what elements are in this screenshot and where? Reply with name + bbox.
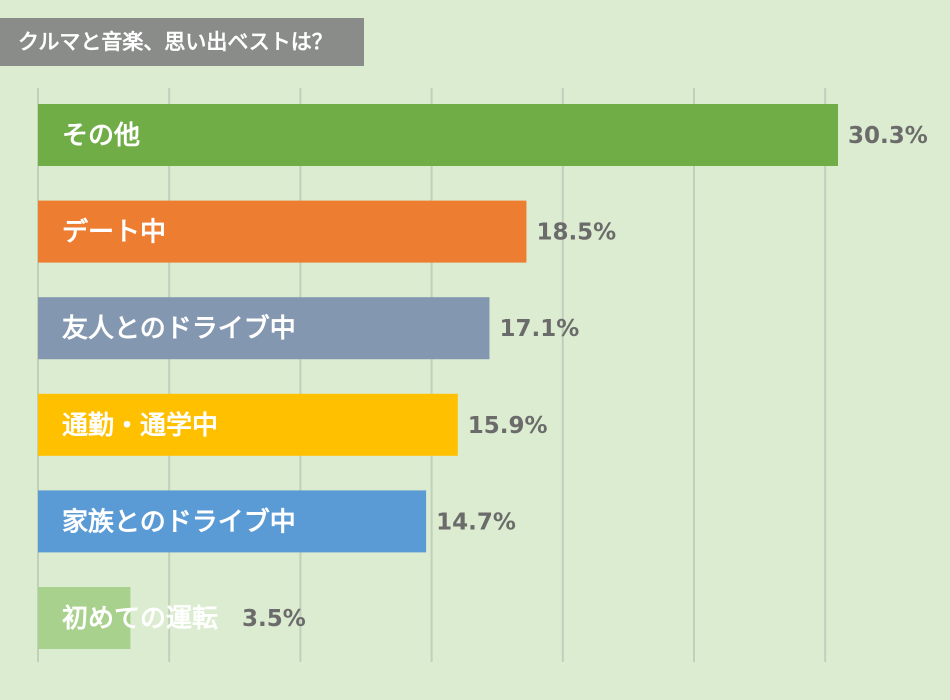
bar-category-label: 家族とのドライブ中 — [62, 506, 296, 537]
bar — [38, 393, 458, 456]
bar — [38, 200, 527, 263]
bar — [38, 104, 838, 166]
chart-title: クルマと音楽、思い出ベストは？ — [0, 18, 364, 66]
bar-category-label: 通勤・通学中 — [62, 410, 218, 441]
bar-value-label: 14.7% — [436, 509, 516, 535]
bar-value-label: 18.5% — [536, 220, 616, 246]
bar — [38, 297, 490, 360]
bar-category-label: 初めての運転 — [62, 604, 218, 634]
bar-value-label: 3.5% — [242, 606, 306, 632]
bar-category-label: その他 — [62, 121, 140, 151]
bar-category-label: 友人とのドライブ中 — [62, 313, 296, 344]
bar — [38, 587, 131, 649]
bar-value-label: 17.1% — [499, 316, 579, 342]
bar-value-label: 30.3% — [848, 123, 928, 149]
bar-category-label: デート中 — [62, 217, 166, 248]
bar — [38, 490, 427, 553]
bar-value-label: 15.9% — [468, 413, 548, 439]
